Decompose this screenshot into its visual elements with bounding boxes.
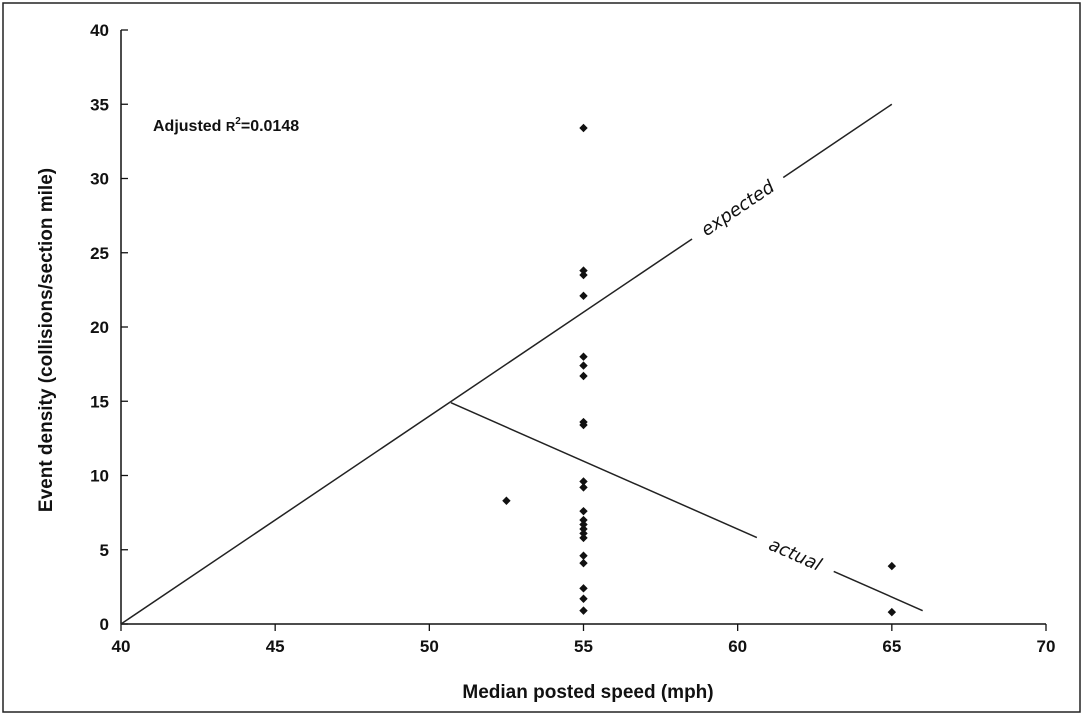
x-tick-label: 55 <box>574 637 593 656</box>
y-tick-label: 20 <box>90 318 109 337</box>
data-point <box>579 594 588 603</box>
y-ticks: 0 5 10 15 20 25 30 35 40 <box>90 21 128 634</box>
data-point <box>579 529 588 538</box>
data-point <box>502 496 511 505</box>
r-squared-annotation: Adjusted R2=0.0148 <box>153 116 299 135</box>
data-point <box>579 506 588 516</box>
data-point <box>579 477 588 486</box>
y-tick-label: 25 <box>90 244 109 263</box>
x-ticks: 40 45 50 55 60 65 70 <box>112 624 1056 656</box>
y-tick-label: 30 <box>90 170 109 189</box>
x-tick-label: 45 <box>266 637 285 656</box>
data-point <box>579 270 588 280</box>
data-point <box>579 291 588 301</box>
data-point <box>887 561 897 571</box>
data-point <box>579 515 588 525</box>
y-tick-label: 35 <box>90 95 109 114</box>
line-actual-segment <box>450 402 758 539</box>
data-point <box>887 607 897 617</box>
data-point <box>579 123 588 133</box>
data-point <box>579 584 588 593</box>
y-tick-label: 10 <box>90 467 109 486</box>
x-tick-label: 65 <box>882 637 901 656</box>
data-point <box>579 266 588 275</box>
x-tick-label: 60 <box>728 637 747 656</box>
data-point <box>579 524 588 534</box>
x-axis-title: Median posted speed (mph) <box>462 682 713 703</box>
x-tick-label: 40 <box>112 637 131 656</box>
data-point <box>579 420 588 430</box>
y-tick-label: 0 <box>100 615 109 634</box>
line-expected-segment <box>120 238 693 625</box>
x-tick-label: 50 <box>420 637 439 656</box>
y-tick-label: 5 <box>100 541 109 560</box>
data-points <box>502 123 897 617</box>
data-point <box>579 558 588 568</box>
x-tick-label: 70 <box>1037 637 1056 656</box>
data-point <box>579 371 588 381</box>
data-point <box>579 352 588 361</box>
line-expected-label: expected <box>697 176 779 241</box>
line-actual-label: actual <box>765 534 824 576</box>
y-tick-label: 40 <box>90 21 109 40</box>
data-point <box>579 483 588 492</box>
data-point <box>579 551 588 560</box>
data-point <box>579 606 588 615</box>
data-point <box>579 533 588 543</box>
trend-lines: expected actual <box>120 103 923 625</box>
line-actual-segment <box>833 570 923 612</box>
line-expected-segment <box>782 103 893 179</box>
data-point <box>579 520 588 529</box>
data-point <box>579 361 588 370</box>
y-axis-title: Event density (collisions/section mile) <box>36 168 57 512</box>
y-tick-label: 15 <box>90 392 109 411</box>
